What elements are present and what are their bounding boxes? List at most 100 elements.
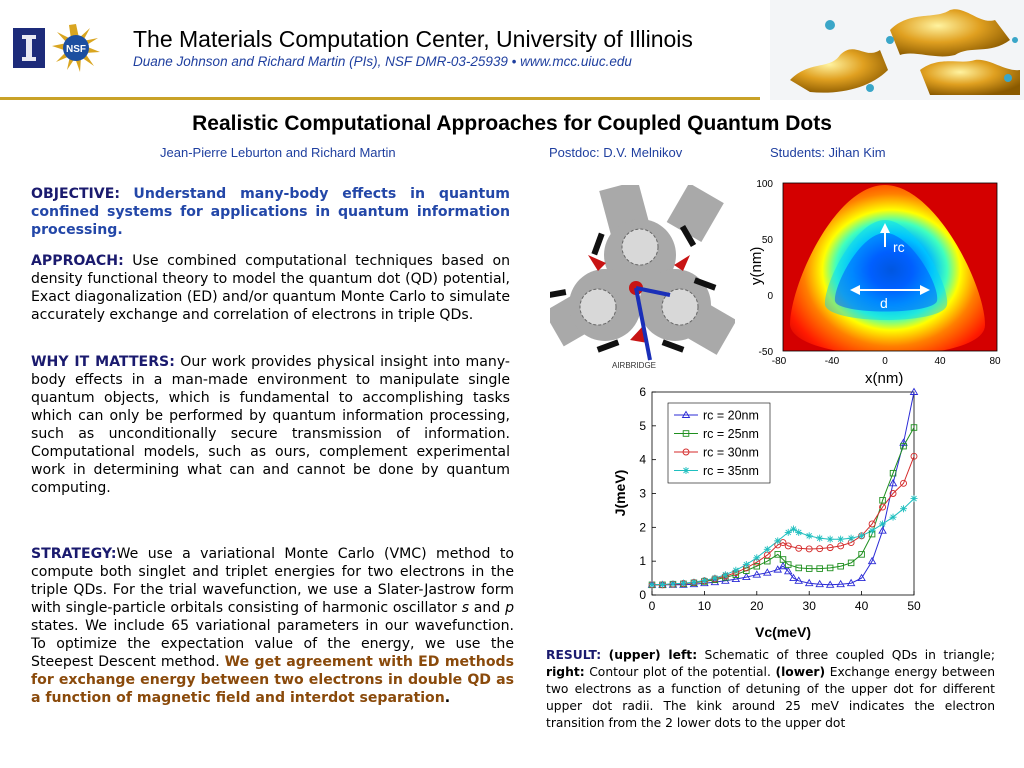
data-point [847, 534, 855, 542]
data-point [805, 532, 813, 540]
data-point [690, 578, 698, 586]
data-point [783, 566, 793, 575]
result-right: right: [546, 665, 585, 679]
data-point [789, 573, 798, 582]
data-point [900, 442, 907, 450]
why-text: Our work provides physical insight into … [31, 354, 511, 496]
legend-entry: rc = 25nm [703, 427, 759, 441]
data-point [900, 505, 908, 513]
data-point [868, 520, 876, 528]
qd-schematic: AIRBRIDGE [543, 180, 737, 372]
objective-label: OBJECTIVE: [31, 186, 120, 202]
approach-text: Use combined computational techniques ba… [31, 253, 511, 323]
exchange-energy-chart: 0 10 20 30 40 50 0 1 2 3 4 5 6 rc = 20nm rc = 25nm rc… [605, 380, 930, 645]
authors: Jean-Pierre Leburton and Richard Martin [160, 145, 396, 160]
result-text-2: Contour plot of the potential. [584, 665, 776, 679]
data-point [805, 545, 813, 553]
strategy-text-2: states. We include 65 variational parame… [31, 618, 514, 670]
data-point [794, 576, 804, 584]
data-point [879, 497, 886, 504]
result-text-1: Schematic of three coupled QDs in triang… [697, 648, 995, 662]
chart-y-label: J(meV) [612, 470, 628, 517]
header-title: The Materials Computation Center, Univer… [133, 26, 693, 52]
data-point [795, 564, 802, 572]
data-point [826, 535, 834, 543]
data-point [889, 513, 897, 521]
contour-x-tick: 0 [882, 356, 888, 367]
x-tick-label: 20 [750, 599, 764, 613]
data-point [763, 545, 771, 553]
data-point [804, 578, 814, 587]
legend-swatch-marker [682, 467, 690, 474]
x-tick-label: 40 [855, 599, 869, 613]
legend-entry: rc = 20nm [703, 409, 759, 423]
data-point [762, 568, 772, 576]
legend-swatch-marker [682, 430, 690, 437]
y-tick-label: 6 [639, 385, 646, 399]
result-lower: (lower) [775, 665, 826, 679]
data-point [742, 572, 751, 581]
data-point [846, 578, 856, 587]
data-point [658, 581, 666, 589]
strategy-italic-s: s [461, 600, 470, 616]
data-point [910, 452, 918, 460]
chart-x-label: Vc(meV) [755, 624, 811, 640]
contour-y-tick: -50 [759, 347, 774, 358]
data-point [837, 542, 845, 550]
data-point [858, 551, 865, 558]
header-subtitle: Duane Johnson and Richard Martin (PIs), … [133, 54, 632, 69]
data-point [752, 570, 762, 578]
x-tick-label: 0 [649, 599, 656, 613]
contour-y-label: y(nm) [748, 247, 765, 285]
data-point [868, 527, 876, 535]
data-point [878, 526, 887, 534]
data-point [789, 525, 797, 533]
legend-entry: rc = 30nm [703, 446, 759, 460]
contour-plot: rc d 100 50 0 -50 -80 -40 0 40 80 y(nm) … [735, 175, 1024, 390]
header-rule [0, 97, 760, 100]
data-point [816, 565, 823, 572]
data-point [778, 561, 788, 570]
objective-text: Understand many-body effects in quantum … [31, 186, 510, 238]
data-point [826, 544, 834, 552]
data-point [753, 562, 761, 570]
result-upper-left: (upper) left: [608, 648, 698, 662]
data-point [795, 528, 803, 536]
data-point [857, 573, 866, 582]
data-point [847, 559, 855, 567]
data-point [648, 581, 656, 589]
d-label: d [880, 295, 888, 311]
illinois-logo [13, 28, 45, 68]
poster-title: Realistic Computational Approaches for C… [192, 112, 832, 135]
data-point [837, 562, 844, 570]
data-point [774, 551, 782, 558]
data-point [753, 554, 761, 562]
contour-x-tick: -80 [772, 356, 787, 367]
nsf-logo-text: NSF [66, 44, 86, 55]
airbridge-label: AIRBRIDGE [612, 361, 656, 370]
data-point [858, 532, 866, 540]
data-point [889, 490, 897, 497]
data-point [879, 520, 887, 528]
data-point [679, 579, 687, 587]
data-point [889, 469, 897, 477]
strategy-text-1: We use a variational Monte Carlo (VMC) m… [31, 546, 514, 616]
data-point [815, 579, 824, 588]
nsf-logo: NSF [52, 24, 100, 72]
data-point [784, 561, 792, 568]
data-point [867, 556, 877, 565]
data-point [910, 495, 918, 503]
x-tick-label: 50 [907, 599, 921, 613]
contour-x-tick: -40 [825, 356, 840, 367]
contour-x-tick: 40 [934, 356, 946, 367]
data-point [879, 503, 887, 511]
data-point [779, 556, 787, 563]
result-text-3: Exchange energy between two electrons as… [546, 665, 995, 730]
data-point [836, 579, 845, 588]
data-point [900, 479, 907, 487]
why-paragraph: WHY IT MATTERS: Our work provides physic… [31, 353, 510, 497]
data-point [899, 438, 908, 446]
data-point [816, 534, 824, 542]
molecule-graphic [770, 0, 1024, 100]
data-point [805, 565, 813, 572]
